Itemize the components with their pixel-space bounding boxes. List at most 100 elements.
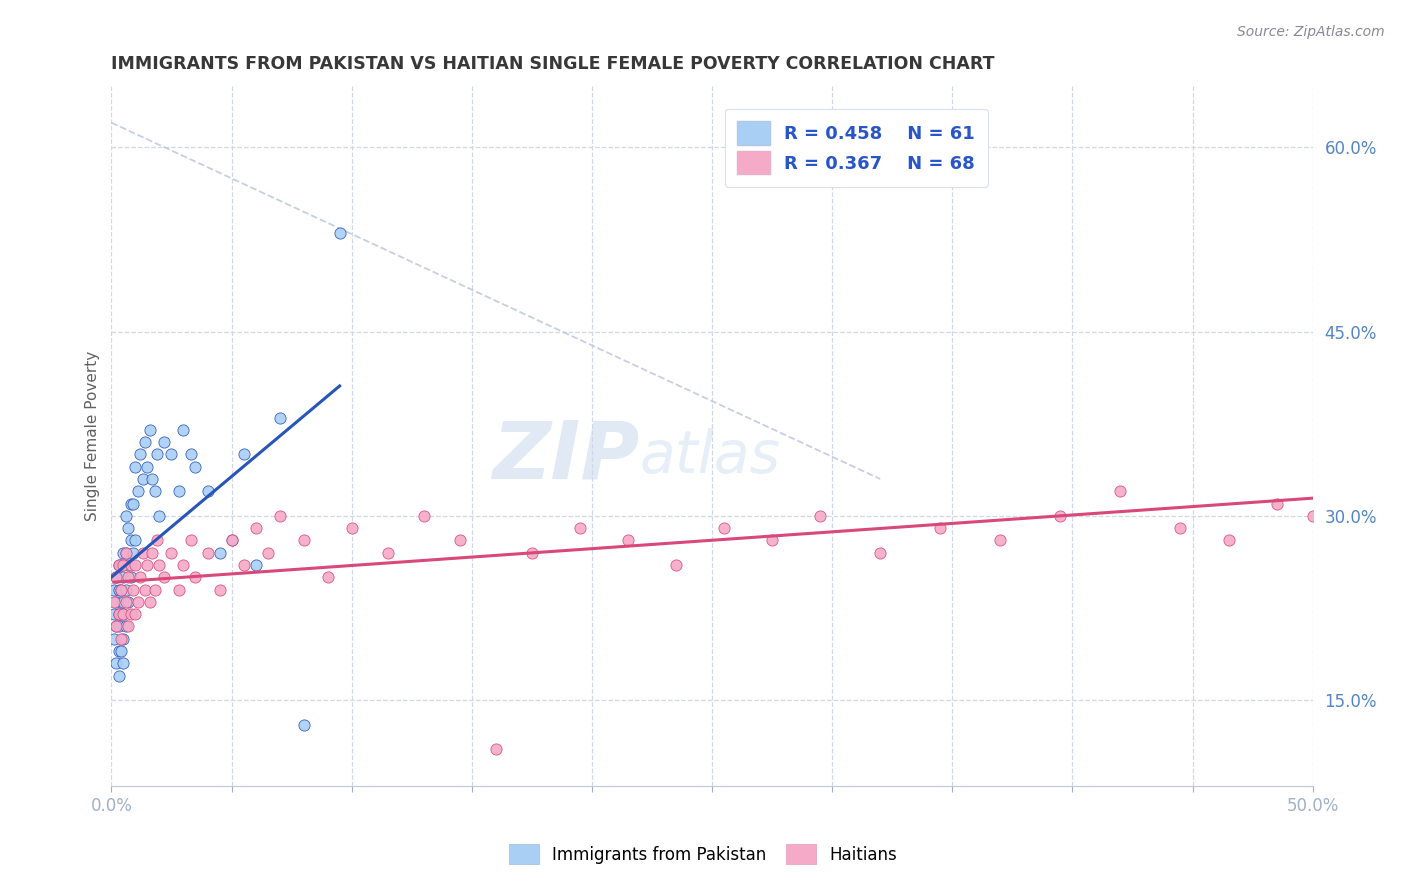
- Point: [143, 582, 166, 597]
- Point: [245, 558, 267, 572]
- Point: [146, 533, 169, 548]
- Point: [180, 447, 202, 461]
- Point: [173, 558, 195, 572]
- Point: [269, 410, 291, 425]
- Point: [988, 533, 1011, 548]
- Point: [107, 668, 129, 682]
- Point: [105, 619, 128, 633]
- Point: [127, 595, 149, 609]
- Point: [124, 459, 146, 474]
- Point: [112, 607, 135, 621]
- Point: [1302, 508, 1324, 523]
- Point: [713, 521, 735, 535]
- Point: [103, 582, 125, 597]
- Point: [148, 508, 170, 523]
- Point: [292, 717, 315, 731]
- Point: [107, 558, 129, 572]
- Point: [167, 484, 190, 499]
- Point: [232, 558, 254, 572]
- Point: [134, 435, 156, 450]
- Point: [221, 533, 243, 548]
- Point: [160, 546, 183, 560]
- Point: [107, 582, 129, 597]
- Point: [269, 508, 291, 523]
- Text: Source: ZipAtlas.com: Source: ZipAtlas.com: [1237, 25, 1385, 39]
- Point: [316, 570, 339, 584]
- Point: [292, 533, 315, 548]
- Point: [122, 497, 145, 511]
- Point: [139, 423, 162, 437]
- Point: [120, 607, 142, 621]
- Point: [112, 546, 135, 560]
- Point: [117, 570, 139, 584]
- Point: [122, 546, 145, 560]
- Point: [197, 484, 219, 499]
- Point: [520, 546, 543, 560]
- Point: [107, 644, 129, 658]
- Point: [114, 595, 136, 609]
- Point: [117, 521, 139, 535]
- Point: [208, 582, 231, 597]
- Point: [114, 546, 136, 560]
- Point: [127, 484, 149, 499]
- Point: [112, 595, 135, 609]
- Point: [103, 632, 125, 646]
- Point: [112, 558, 135, 572]
- Point: [110, 632, 132, 646]
- Point: [1218, 533, 1240, 548]
- Point: [665, 558, 688, 572]
- Point: [1049, 508, 1071, 523]
- Y-axis label: Single Female Poverty: Single Female Poverty: [86, 351, 100, 521]
- Point: [180, 533, 202, 548]
- Text: ZIP: ZIP: [492, 418, 640, 496]
- Point: [114, 582, 136, 597]
- Point: [124, 558, 146, 572]
- Point: [134, 582, 156, 597]
- Point: [245, 521, 267, 535]
- Point: [929, 521, 952, 535]
- Point: [153, 435, 176, 450]
- Point: [124, 607, 146, 621]
- Point: [1350, 533, 1372, 548]
- Point: [412, 508, 434, 523]
- Point: [1398, 508, 1406, 523]
- Point: [110, 607, 132, 621]
- Point: [105, 595, 128, 609]
- Point: [1326, 336, 1348, 351]
- Point: [808, 508, 831, 523]
- Point: [173, 423, 195, 437]
- Point: [114, 508, 136, 523]
- Point: [120, 558, 142, 572]
- Point: [105, 570, 128, 584]
- Point: [160, 447, 183, 461]
- Point: [129, 447, 152, 461]
- Point: [110, 582, 132, 597]
- Point: [143, 484, 166, 499]
- Point: [120, 497, 142, 511]
- Point: [112, 607, 135, 621]
- Text: atlas: atlas: [640, 428, 780, 485]
- Point: [105, 570, 128, 584]
- Point: [617, 533, 640, 548]
- Point: [117, 558, 139, 572]
- Point: [197, 546, 219, 560]
- Point: [153, 570, 176, 584]
- Point: [208, 546, 231, 560]
- Point: [141, 472, 163, 486]
- Legend: Immigrants from Pakistan, Haitians: Immigrants from Pakistan, Haitians: [502, 838, 904, 871]
- Point: [107, 619, 129, 633]
- Point: [105, 619, 128, 633]
- Point: [340, 521, 363, 535]
- Point: [120, 570, 142, 584]
- Legend: R = 0.458    N = 61, R = 0.367    N = 68: R = 0.458 N = 61, R = 0.367 N = 68: [724, 109, 987, 186]
- Point: [184, 570, 207, 584]
- Point: [131, 546, 153, 560]
- Point: [129, 570, 152, 584]
- Point: [232, 447, 254, 461]
- Point: [449, 533, 471, 548]
- Point: [256, 546, 278, 560]
- Point: [122, 582, 145, 597]
- Point: [107, 558, 129, 572]
- Point: [112, 632, 135, 646]
- Point: [117, 619, 139, 633]
